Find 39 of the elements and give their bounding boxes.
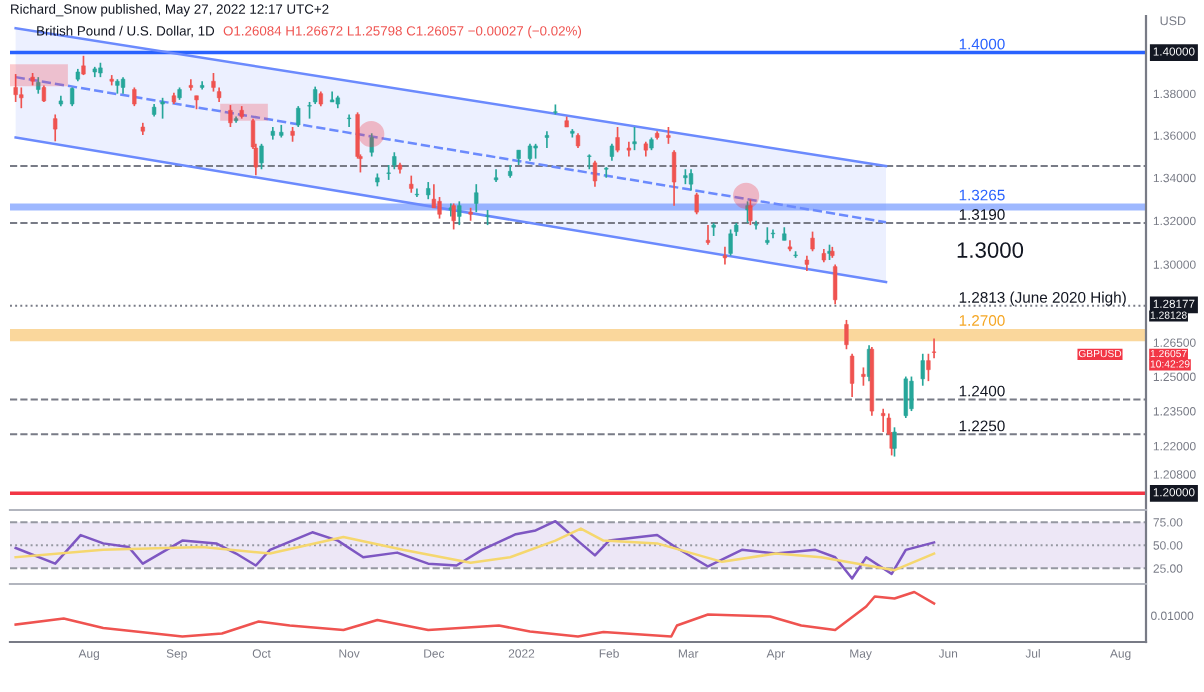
candlestick bbox=[615, 126, 620, 154]
candlestick bbox=[544, 130, 550, 149]
candlestick bbox=[844, 319, 849, 351]
candlestick bbox=[931, 337, 937, 360]
candlestick bbox=[604, 166, 609, 179]
candlestick bbox=[369, 132, 374, 158]
candlestick bbox=[632, 126, 637, 151]
candlestick bbox=[587, 153, 592, 171]
candlestick bbox=[833, 263, 838, 306]
candlestick bbox=[259, 142, 264, 171]
candlestick bbox=[160, 96, 165, 120]
candlestick bbox=[722, 246, 728, 266]
candlestick bbox=[414, 187, 420, 198]
candlestick bbox=[346, 113, 352, 128]
candlestick bbox=[437, 196, 442, 220]
candlestick bbox=[228, 104, 233, 128]
candlestick bbox=[810, 230, 815, 253]
candlestick bbox=[688, 168, 694, 192]
candlestick bbox=[132, 86, 137, 107]
candlestick bbox=[903, 375, 908, 419]
candlestick bbox=[694, 191, 699, 216]
candlestick bbox=[926, 352, 931, 382]
candlestick bbox=[592, 159, 598, 188]
candlestick bbox=[849, 352, 855, 398]
candlestick bbox=[13, 73, 18, 103]
candlestick bbox=[671, 149, 677, 207]
candlestick bbox=[770, 228, 776, 239]
candlestick bbox=[728, 228, 733, 257]
candlestick bbox=[53, 113, 58, 143]
candlestick bbox=[474, 183, 479, 213]
candlestick bbox=[705, 224, 711, 246]
candlestick bbox=[881, 407, 886, 433]
candlestick bbox=[296, 105, 301, 128]
candlestick bbox=[70, 86, 75, 107]
annotation: 1.3000 bbox=[957, 242, 1024, 258]
candlestick bbox=[920, 352, 925, 387]
candlestick bbox=[909, 375, 914, 412]
candlestick bbox=[188, 78, 193, 92]
candlestick bbox=[457, 200, 462, 226]
